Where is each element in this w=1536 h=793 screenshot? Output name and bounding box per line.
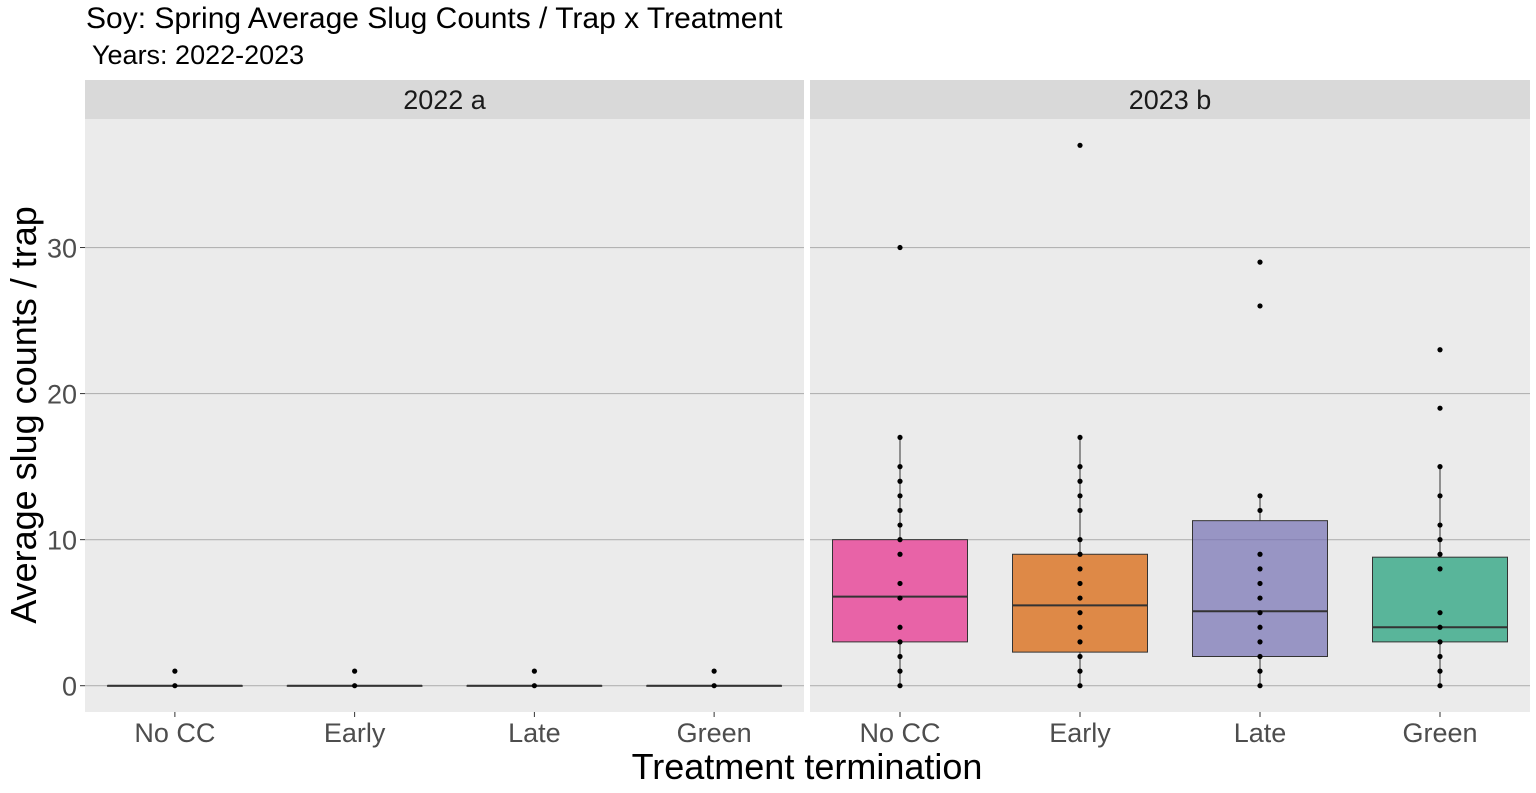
data-point bbox=[1437, 537, 1443, 543]
data-point bbox=[1257, 653, 1263, 660]
x-tick-label: Early bbox=[1049, 718, 1111, 748]
data-point bbox=[1077, 434, 1083, 441]
x-tick-label: Late bbox=[1234, 718, 1287, 748]
data-point bbox=[1257, 507, 1263, 514]
x-tick-label: Early bbox=[324, 718, 386, 748]
x-tick-label: Green bbox=[677, 718, 752, 748]
data-point bbox=[897, 434, 903, 441]
x-tick-label: No CC bbox=[859, 718, 940, 748]
data-point bbox=[711, 683, 717, 689]
data-point bbox=[1257, 595, 1263, 601]
data-point bbox=[1257, 493, 1263, 499]
data-point bbox=[1437, 653, 1443, 660]
data-point bbox=[1077, 624, 1083, 630]
data-point bbox=[1077, 464, 1083, 470]
facet-strip bbox=[85, 80, 804, 119]
data-point bbox=[1437, 347, 1443, 353]
data-point bbox=[897, 522, 903, 528]
data-point bbox=[1077, 493, 1083, 499]
data-point bbox=[172, 668, 178, 674]
data-point bbox=[1437, 464, 1443, 470]
data-point bbox=[1077, 683, 1083, 689]
data-point bbox=[897, 624, 903, 630]
data-point bbox=[897, 464, 903, 470]
data-point bbox=[897, 537, 903, 543]
data-point bbox=[352, 683, 358, 689]
data-point bbox=[897, 551, 903, 557]
data-point bbox=[1257, 566, 1263, 572]
chart-subtitle: Years: 2022-2023 bbox=[92, 40, 305, 70]
x-axis-title: Treatment termination bbox=[632, 746, 983, 787]
data-point bbox=[1077, 595, 1083, 601]
data-point bbox=[897, 595, 903, 601]
data-point bbox=[1437, 493, 1443, 499]
data-point bbox=[1077, 537, 1083, 543]
y-tick-label: 20 bbox=[47, 380, 77, 410]
data-point bbox=[897, 639, 903, 645]
box-late bbox=[1192, 520, 1328, 657]
y-tick-label: 0 bbox=[62, 672, 77, 702]
data-point bbox=[897, 507, 903, 514]
panel-background bbox=[85, 119, 804, 712]
data-point bbox=[897, 478, 903, 484]
data-point bbox=[1257, 303, 1263, 309]
data-point bbox=[897, 653, 903, 660]
data-point bbox=[1077, 566, 1083, 572]
data-point bbox=[1257, 610, 1263, 616]
data-point bbox=[897, 244, 903, 251]
data-point bbox=[1257, 668, 1263, 674]
data-point bbox=[172, 683, 178, 689]
data-point bbox=[897, 580, 903, 587]
data-point bbox=[352, 668, 358, 674]
data-point bbox=[531, 683, 537, 689]
data-point bbox=[1257, 551, 1263, 557]
data-point bbox=[1077, 580, 1083, 587]
x-tick-label: Late bbox=[508, 718, 561, 748]
data-point bbox=[1077, 639, 1083, 645]
data-point bbox=[1437, 566, 1443, 572]
data-point bbox=[1077, 478, 1083, 484]
data-point bbox=[1077, 653, 1083, 660]
data-point bbox=[1257, 639, 1263, 645]
x-tick-label: Green bbox=[1402, 718, 1477, 748]
data-point bbox=[1437, 551, 1443, 557]
data-point bbox=[1077, 551, 1083, 557]
data-point bbox=[1437, 522, 1443, 528]
data-point bbox=[1257, 624, 1263, 630]
data-point bbox=[1437, 405, 1443, 411]
y-tick-label: 30 bbox=[47, 234, 77, 264]
x-tick-label: No CC bbox=[134, 718, 215, 748]
data-point bbox=[897, 668, 903, 674]
y-tick-label: 10 bbox=[47, 526, 77, 556]
y-axis-title: Average slug counts / trap bbox=[3, 206, 44, 624]
data-point bbox=[897, 493, 903, 499]
chart-title: Soy: Spring Average Slug Counts / Trap x… bbox=[86, 2, 783, 35]
facet-strip-label: 2023 b bbox=[1129, 85, 1212, 115]
data-point bbox=[897, 683, 903, 689]
data-point bbox=[1437, 668, 1443, 674]
data-point bbox=[1077, 610, 1083, 616]
data-point bbox=[1257, 683, 1263, 689]
data-point bbox=[1077, 142, 1083, 148]
data-point bbox=[1077, 668, 1083, 674]
data-point bbox=[711, 668, 717, 674]
facet-strip bbox=[810, 80, 1530, 119]
data-point bbox=[1437, 610, 1443, 616]
data-point bbox=[1437, 683, 1443, 689]
facet-strip-label: 2022 a bbox=[403, 85, 487, 115]
data-point bbox=[1257, 259, 1263, 265]
data-point bbox=[531, 668, 537, 674]
data-point bbox=[1077, 507, 1083, 514]
data-point bbox=[1257, 580, 1263, 587]
data-point bbox=[1437, 639, 1443, 645]
data-point bbox=[1437, 624, 1443, 630]
